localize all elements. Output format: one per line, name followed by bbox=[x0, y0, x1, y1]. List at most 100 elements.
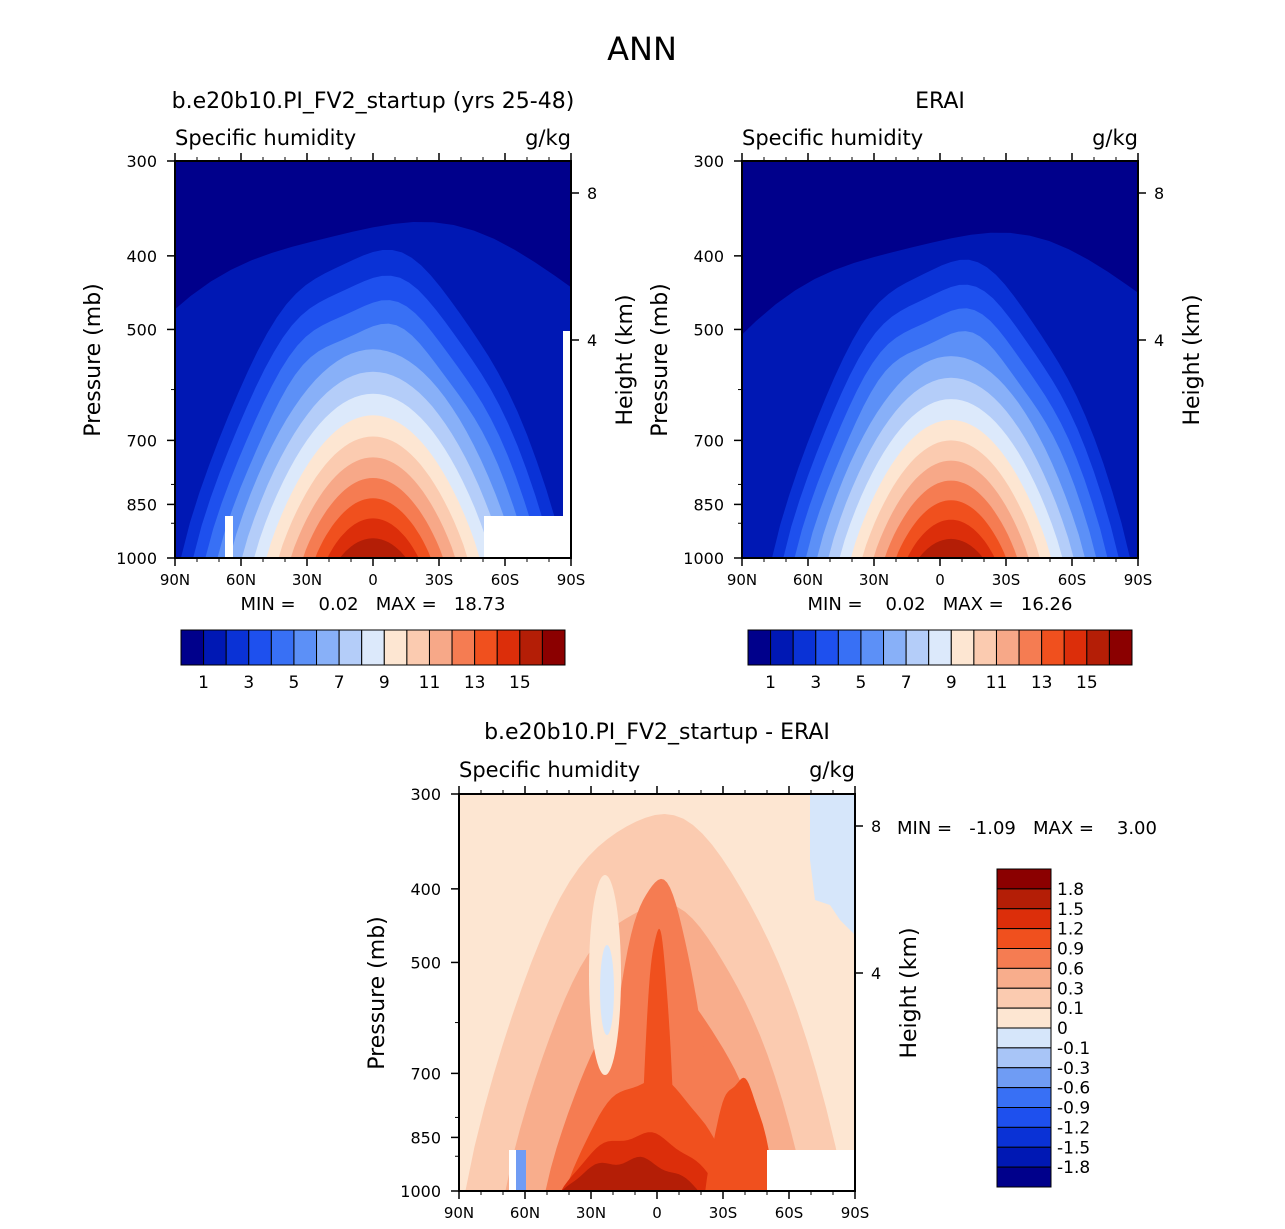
colorbar-swatch bbox=[792, 629, 817, 666]
colorbar-swatch bbox=[995, 629, 1020, 666]
y-tick-label: 500 bbox=[693, 320, 724, 339]
colorbar-tick-label: -0.1 bbox=[1057, 1039, 1090, 1059]
colorbar-tick-label: 0.1 bbox=[1057, 999, 1084, 1019]
y-tick-label: 300 bbox=[693, 152, 724, 171]
x-tick-label: 30N bbox=[292, 571, 322, 589]
panel-diff-variable-label: Specific humidity bbox=[459, 758, 640, 782]
colorbar-swatch bbox=[996, 888, 1052, 910]
colorbar-swatch bbox=[996, 1047, 1052, 1069]
panel-diff: b.e20b10.PI_FV2_startup - ERAI Specific … bbox=[365, 720, 1157, 1222]
colorbar-tick-label: 0.3 bbox=[1057, 979, 1084, 999]
diff-negative-patch bbox=[810, 794, 855, 935]
panel-diff-contour-field bbox=[459, 794, 855, 1191]
y-tick-label: 400 bbox=[126, 247, 157, 266]
colorbar-swatch bbox=[428, 629, 453, 666]
colorbar-swatch bbox=[996, 868, 1052, 890]
colorbar-swatch bbox=[496, 629, 521, 666]
colorbar-swatch bbox=[203, 629, 227, 666]
colorbar-tick-label: 15 bbox=[1076, 673, 1098, 693]
panel-diff-ylabel-right: Height (km) bbox=[897, 927, 922, 1058]
y-tick-label: 850 bbox=[126, 495, 157, 514]
main-title: ANN bbox=[607, 30, 677, 68]
height-tick-label: 4 bbox=[1154, 331, 1164, 350]
colorbar-swatch bbox=[1063, 629, 1088, 666]
x-tick-label: 90S bbox=[841, 1204, 870, 1222]
panel-diff-title: b.e20b10.PI_FV2_startup - ERAI bbox=[484, 720, 830, 745]
y-tick-label: 700 bbox=[693, 431, 724, 450]
panel-diff-minmax: MIN = -1.09 MAX = 3.00 bbox=[897, 818, 1157, 839]
colorbar-swatch bbox=[541, 629, 566, 666]
colorbar-tick-label: -0.3 bbox=[1057, 1059, 1090, 1079]
y-tick-label: 500 bbox=[410, 953, 441, 972]
colorbar-swatch bbox=[996, 908, 1052, 930]
x-tick-label: 90S bbox=[1124, 571, 1153, 589]
missing-data-patch bbox=[225, 516, 233, 558]
colorbar-swatch bbox=[996, 1067, 1052, 1089]
colorbar-swatch bbox=[996, 1126, 1052, 1148]
panel-obs-title: ERAI bbox=[915, 89, 965, 114]
colorbar-tick-label: 0.6 bbox=[1057, 959, 1084, 979]
x-tick-label: 30S bbox=[709, 1204, 738, 1222]
colorbar-swatch bbox=[860, 629, 885, 666]
colorbar-swatch bbox=[973, 629, 997, 666]
height-tick-label: 4 bbox=[871, 964, 881, 983]
colorbar-tick-label: 0.9 bbox=[1057, 940, 1084, 960]
colorbar-swatch bbox=[1018, 629, 1043, 666]
panel-obs-axes: 300 400 500 700 850 1000 8 4 90N 60N 30N 0 30S 60S 90S bbox=[683, 152, 1164, 589]
colorbar-swatch bbox=[406, 629, 430, 666]
colorbar-swatch bbox=[815, 629, 839, 666]
colorbar-tick-label: 9 bbox=[946, 673, 957, 693]
y-tick-label: 1000 bbox=[683, 549, 724, 568]
colorbar-swatch bbox=[316, 629, 340, 666]
missing-data-patch bbox=[509, 1150, 516, 1191]
colorbar-swatch bbox=[747, 629, 772, 666]
missing-data-patch bbox=[484, 516, 571, 558]
x-tick-label: 0 bbox=[368, 571, 378, 589]
x-tick-label: 30N bbox=[576, 1204, 606, 1222]
panel-model-minmax: MIN = 0.02 MAX = 18.73 bbox=[241, 594, 506, 615]
panel-model-ylabel: Pressure (mb) bbox=[81, 283, 106, 437]
colorbar-tick-label: 11 bbox=[419, 673, 441, 693]
colorbar-swatch bbox=[996, 1146, 1052, 1168]
colorbar-tick-label: 1.8 bbox=[1057, 880, 1084, 900]
x-tick-label: 60N bbox=[793, 571, 823, 589]
y-tick-label: 300 bbox=[126, 152, 157, 171]
x-tick-label: 60N bbox=[226, 571, 256, 589]
diff-negative-patch bbox=[516, 1150, 526, 1191]
colorbar-swatch bbox=[996, 928, 1052, 949]
x-tick-label: 30S bbox=[992, 571, 1021, 589]
x-tick-label: 30N bbox=[859, 571, 889, 589]
colorbar-swatch bbox=[905, 629, 930, 666]
diff-contour-8 bbox=[705, 1077, 775, 1191]
colorbar-swatch bbox=[474, 629, 498, 666]
panel-model-ylabel-right: Height (km) bbox=[613, 294, 638, 425]
colorbar-swatch bbox=[996, 1166, 1052, 1188]
colorbar-swatch bbox=[383, 629, 408, 666]
y-tick-label: 700 bbox=[410, 1064, 441, 1083]
panel-model-axes: 300 400 500 700 850 1000 8 4 90N 60N 30N 0 30S 60S 90S bbox=[116, 152, 597, 589]
panel-obs-units-label: g/kg bbox=[1092, 126, 1138, 150]
colorbar-tick-label: 5 bbox=[856, 673, 867, 693]
colorbar-tick-label: 9 bbox=[379, 673, 390, 693]
colorbar-swatch bbox=[1086, 629, 1110, 666]
colorbar-swatch bbox=[270, 629, 295, 666]
height-tick-label: 8 bbox=[587, 184, 597, 203]
colorbar-swatch bbox=[996, 1087, 1052, 1108]
colorbar-swatch bbox=[180, 629, 205, 666]
colorbar-swatch bbox=[1041, 629, 1065, 666]
colorbar-tick-label: 7 bbox=[334, 673, 345, 693]
colorbar-tick-label: 1 bbox=[198, 673, 209, 693]
x-tick-label: 60S bbox=[1058, 571, 1087, 589]
panel-model-variable-label: Specific humidity bbox=[175, 126, 356, 150]
panel-obs-contour-field bbox=[742, 161, 1138, 558]
colorbar-tick-label: 3 bbox=[243, 673, 254, 693]
height-tick-label: 8 bbox=[1154, 184, 1164, 203]
colorbar-swatch bbox=[996, 1007, 1052, 1029]
panel-model-contour-field bbox=[175, 161, 571, 558]
height-tick-label: 4 bbox=[587, 331, 597, 350]
colorbar-swatch bbox=[293, 629, 318, 666]
colorbar-tick-label: 11 bbox=[986, 673, 1008, 693]
colorbar-tick-label: 7 bbox=[901, 673, 912, 693]
colorbar-tick-label: 3 bbox=[810, 673, 821, 693]
panel-obs-minmax: MIN = 0.02 MAX = 16.26 bbox=[808, 594, 1073, 615]
